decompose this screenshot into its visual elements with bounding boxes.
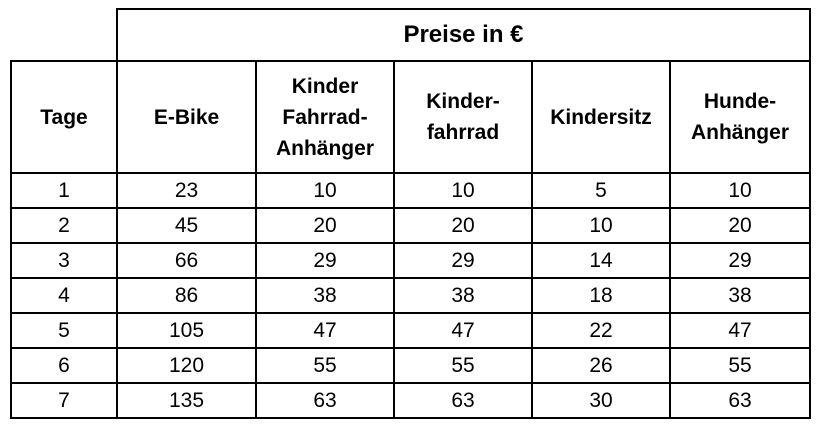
table-cell: 29 [669,242,811,279]
table-cell: 4 [10,277,118,314]
column-header-child-bike: Kinder- fahrrad [393,60,533,174]
table-cell: 6 [10,347,118,384]
table-cell: 10 [669,172,811,209]
column-header-child-bike-trailer: Kinder Fahrrad- Anhänger [255,60,395,174]
table-cell: 63 [255,382,395,419]
table-cell: 5 [531,172,671,209]
table-cell: 23 [116,172,257,209]
table-cell: 7 [10,382,118,419]
table-cell: 47 [669,312,811,349]
table-cell: 86 [116,277,257,314]
table-cell: 1 [10,172,118,209]
table-row: 2 45 20 20 10 20 [10,207,811,244]
table-cell: 105 [116,312,257,349]
table-cell: 20 [393,207,533,244]
table-cell: 66 [116,242,257,279]
table-cell: 45 [116,207,257,244]
table-row: 6 120 55 55 26 55 [10,347,811,384]
column-header-days: Tage [10,60,118,174]
table-cell: 38 [393,277,533,314]
table-cell: 5 [10,312,118,349]
table-cell: 55 [255,347,395,384]
table-cell: 55 [669,347,811,384]
table-cell: 47 [393,312,533,349]
table-cell: 22 [531,312,671,349]
table-cell: 20 [255,207,395,244]
super-header-row: Preise in € [11,8,811,62]
table-cell: 30 [531,382,671,419]
table-row: 7 135 63 63 30 63 [10,382,811,419]
table-row: 1 23 10 10 5 10 [10,172,811,209]
column-header-e-bike: E-Bike [116,60,257,174]
table-cell: 55 [393,347,533,384]
table-cell: 10 [393,172,533,209]
table-cell: 14 [531,242,671,279]
table-cell: 3 [10,242,118,279]
table-cell: 20 [669,207,811,244]
table-cell: 29 [393,242,533,279]
table-cell: 10 [531,207,671,244]
table-cell: 2 [10,207,118,244]
table-cell: 26 [531,347,671,384]
column-header-row: Tage E-Bike Kinder Fahrrad- Anhänger Kin… [10,60,811,174]
column-header-dog-trailer: Hunde- Anhänger [669,60,811,174]
super-header-prices: Preise in € [116,8,811,62]
table-row: 3 66 29 29 14 29 [10,242,811,279]
table-cell: 18 [531,277,671,314]
table-row: 5 105 47 47 22 47 [10,312,811,349]
table-cell: 135 [116,382,257,419]
empty-corner-cell [11,9,118,62]
table-cell: 10 [255,172,395,209]
table-cell: 63 [669,382,811,419]
table-cell: 47 [255,312,395,349]
column-header-child-seat: Kindersitz [531,60,671,174]
table-cell: 63 [393,382,533,419]
table-cell: 120 [116,347,257,384]
table-cell: 38 [255,277,395,314]
table-cell: 29 [255,242,395,279]
table-row: 4 86 38 38 18 38 [10,277,811,314]
table-cell: 38 [669,277,811,314]
price-table: Preise in € Tage E-Bike Kinder Fahrrad- … [10,8,811,419]
